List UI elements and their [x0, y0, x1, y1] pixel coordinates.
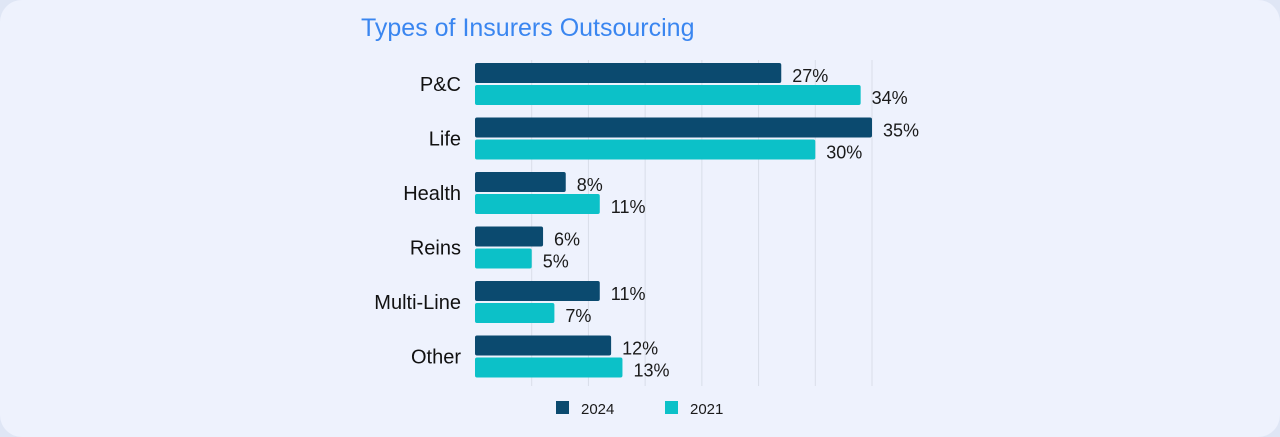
category-label: Health: [403, 183, 461, 205]
legend-label-2024: 2024: [581, 401, 614, 418]
category-label: P&C: [420, 74, 461, 96]
value-label: 5%: [543, 252, 569, 272]
bar-2021: [475, 85, 861, 105]
chart-title: Types of Insurers Outsourcing: [361, 14, 695, 42]
value-label: 34%: [872, 88, 908, 108]
bar-2021: [475, 139, 816, 160]
bar-2021: [475, 248, 532, 269]
gridlines: [531, 60, 873, 386]
legend-swatch-2024: [556, 401, 569, 414]
bar-2024: [475, 281, 600, 301]
category-labels: P&C Life Health Reins Multi-Line Other: [374, 74, 461, 369]
category-label: Reins: [410, 238, 461, 260]
value-label: 11%: [611, 284, 646, 304]
bar-2024: [475, 335, 612, 356]
legend: 2024 2021: [556, 401, 723, 418]
category-label: Other: [411, 347, 461, 369]
legend-swatch-2021: [665, 401, 678, 414]
bar-2024: [475, 172, 566, 192]
bar-2021: [475, 357, 623, 378]
value-label: 12%: [622, 339, 658, 359]
value-labels: 27% 34% 35% 30% 8% 11% 6%5% 11% 7% 12%13%: [543, 66, 919, 381]
category-label: Life: [429, 129, 461, 151]
bar-2024: [475, 226, 544, 247]
value-label: 11%: [611, 197, 646, 217]
value-label: 6%: [554, 230, 580, 250]
bar-2024: [475, 117, 872, 138]
value-label: 7%: [565, 306, 591, 326]
category-label: Multi-Line: [374, 292, 461, 314]
value-label: 8%: [577, 175, 603, 195]
value-label: 13%: [633, 361, 669, 381]
bar-2021: [475, 303, 555, 323]
bars-group: [475, 63, 872, 378]
bar-2024: [475, 63, 782, 83]
value-label: 27%: [792, 66, 828, 86]
legend-label-2021: 2021: [690, 401, 723, 418]
value-label: 30%: [826, 143, 862, 163]
value-label: 35%: [883, 121, 919, 141]
bar-2021: [475, 194, 600, 214]
